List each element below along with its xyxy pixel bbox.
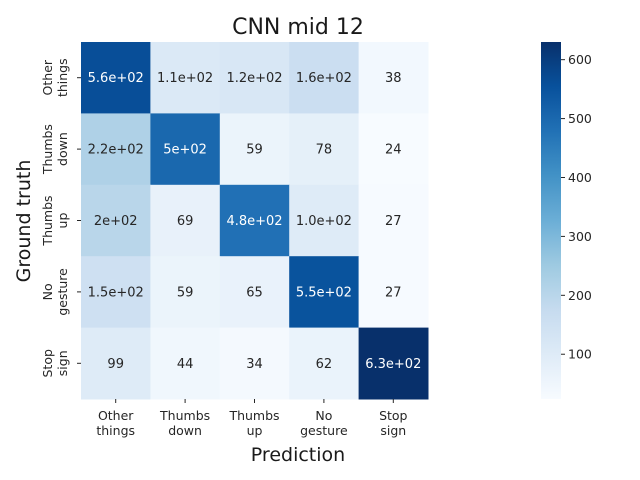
cell-value-label: 24 [385,143,402,158]
cell-value-label: 65 [246,285,263,300]
cell-value-label: 1.0e+02 [296,214,352,229]
heatmap-cell [81,113,151,186]
cell-value-label: 44 [177,357,194,372]
y-tick-label: Stop [40,349,55,377]
y-tick-label: Thumbs [40,195,55,246]
cell-value-label: 5.6e+02 [88,71,144,86]
colorbar-tick-label: 500 [568,111,592,126]
cell-value-label: 99 [107,357,124,372]
heatmap-cell [289,327,360,400]
heatmap-cell [219,113,290,186]
y-axis-title: Ground truth [13,160,35,283]
y-tick-label: things [55,58,70,97]
heatmap-cell [358,327,429,400]
cell-value-label: 2e+02 [94,214,138,229]
colorbar-tick-label: 300 [568,229,592,244]
cell-value-label: 4.8e+02 [226,214,282,229]
x-tick-label: down [168,423,202,438]
heatmap-cell [289,256,360,329]
x-tick-label: Other [98,408,134,423]
y-tick-label: gesture [55,268,70,316]
heatmap-cell [219,327,290,400]
cell-value-label: 5.5e+02 [296,285,352,300]
cell-value-label: 62 [316,357,333,372]
y-tick-label: Other [40,59,55,95]
heatmap-cell [219,256,290,329]
cell-value-label: 1.6e+02 [296,71,352,86]
heatmap-cell [289,184,360,257]
x-tick-label: up [247,423,263,438]
y-tick-label: sign [55,350,70,376]
x-tick-label: No [315,408,332,423]
heatmap-cell [219,184,290,257]
heatmap-cell [219,42,290,114]
colorbar-tick-label: 400 [568,170,592,185]
cell-value-label: 1.1e+02 [157,71,213,86]
heatmap-cell [358,184,429,257]
x-tick-label: gesture [300,423,348,438]
heatmap-cell [81,42,151,114]
cell-value-label: 27 [385,214,402,229]
heatmap-cell [289,42,360,114]
cell-value-label: 38 [385,71,402,86]
x-tick-label: Thumbs [159,408,210,423]
heatmap-cell [81,184,151,257]
x-axis-title: Prediction [251,444,345,466]
y-tick-label: up [55,213,70,229]
heatmap-cell [358,256,429,329]
heatmap-cell [358,113,429,186]
cell-value-label: 78 [316,143,333,158]
heatmap-cell [81,256,151,329]
heatmap-cell [150,184,221,257]
cell-value-label: 27 [385,285,402,300]
heatmap-cell [150,42,221,114]
colorbar-tick-label: 600 [568,52,592,67]
cell-value-label: 69 [177,214,194,229]
cell-value-label: 59 [177,285,194,300]
heatmap-cell [150,256,221,329]
heatmap-cell [150,113,221,186]
x-tick-label: things [96,423,135,438]
heatmap-cell [81,327,151,400]
cell-value-label: 5e+02 [163,143,207,158]
cell-value-label: 34 [246,357,263,372]
heatmap-cells: 5.6e+02 1.1e+02 1.2e+02 1.6e+02 38 2.2e+02 5e+… [81,42,429,400]
heatmap-cell [150,327,221,400]
x-tick-label: Thumbs [228,408,279,423]
x-tick-label: sign [380,423,406,438]
heatmap-cell [358,42,429,114]
y-tick-label: No [40,283,55,300]
chart-title: CNN mid 12 [232,15,364,40]
cell-value-label: 59 [246,143,263,158]
cell-value-label: 1.2e+02 [226,71,282,86]
heatmap-cell [289,113,360,186]
cell-value-label: 6.3e+02 [365,357,421,372]
x-axis-ticks: OtherthingsThumbsdownThumbsupNogestureSt… [96,399,408,438]
cell-value-label: 1.5e+02 [88,285,144,300]
colorbar-tick-label: 200 [568,288,592,303]
colorbar [541,42,561,399]
y-tick-label: Thumbs [40,124,55,175]
colorbar-ticks: 100 200 300 400 500 600 [561,52,592,362]
colorbar-tick-label: 100 [568,347,592,362]
cell-value-label: 2.2e+02 [88,143,144,158]
x-tick-label: Stop [379,408,407,423]
y-tick-label: down [55,132,70,166]
